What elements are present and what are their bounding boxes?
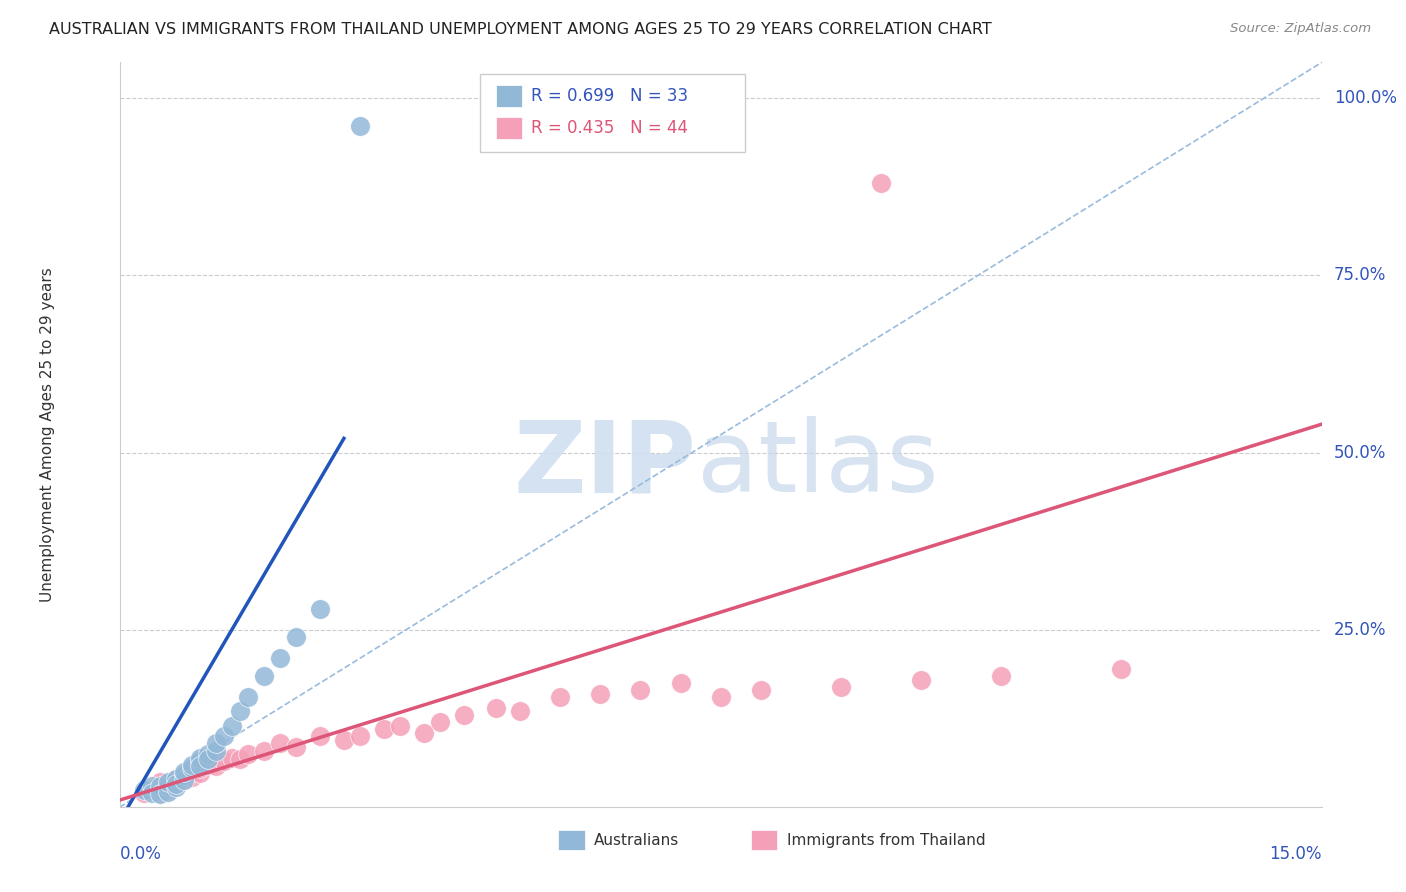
- Point: [156, 779, 179, 793]
- Point: [204, 736, 226, 750]
- Point: [180, 757, 202, 772]
- Point: [910, 673, 932, 687]
- Text: R = 0.435   N = 44: R = 0.435 N = 44: [530, 119, 688, 137]
- Point: [149, 779, 172, 793]
- Point: [309, 601, 332, 615]
- Point: [349, 729, 371, 743]
- Text: Source: ZipAtlas.com: Source: ZipAtlas.com: [1230, 22, 1371, 36]
- Point: [669, 676, 692, 690]
- Point: [236, 690, 259, 705]
- Point: [165, 777, 187, 791]
- Point: [709, 690, 731, 705]
- Point: [188, 759, 211, 773]
- Point: [550, 690, 572, 705]
- Point: [830, 680, 852, 694]
- Point: [485, 701, 508, 715]
- Point: [309, 729, 332, 743]
- Point: [149, 782, 172, 797]
- Point: [221, 719, 243, 733]
- Point: [589, 687, 612, 701]
- Point: [141, 779, 163, 793]
- Point: [990, 669, 1012, 683]
- Point: [509, 705, 531, 719]
- Point: [429, 715, 451, 730]
- Text: 0.0%: 0.0%: [120, 845, 162, 863]
- Point: [188, 761, 211, 775]
- Point: [373, 723, 395, 737]
- Point: [204, 759, 226, 773]
- FancyBboxPatch shape: [496, 117, 522, 139]
- Point: [180, 771, 202, 785]
- Point: [132, 786, 155, 800]
- Text: 15.0%: 15.0%: [1270, 845, 1322, 863]
- Point: [197, 747, 219, 761]
- Point: [165, 772, 187, 786]
- Point: [188, 766, 211, 780]
- Text: ZIP: ZIP: [513, 417, 696, 513]
- Point: [212, 729, 235, 743]
- Point: [165, 780, 187, 795]
- Point: [1111, 662, 1133, 676]
- Point: [180, 761, 202, 775]
- FancyBboxPatch shape: [751, 830, 778, 850]
- Point: [173, 768, 195, 782]
- Point: [156, 782, 179, 797]
- Text: R = 0.699   N = 33: R = 0.699 N = 33: [530, 87, 688, 105]
- Text: Australians: Australians: [595, 832, 679, 847]
- FancyBboxPatch shape: [496, 85, 522, 107]
- Point: [197, 752, 219, 766]
- Point: [253, 743, 276, 757]
- Point: [141, 782, 163, 797]
- Point: [284, 630, 307, 644]
- Text: Immigrants from Thailand: Immigrants from Thailand: [787, 832, 986, 847]
- Point: [212, 754, 235, 768]
- Point: [269, 651, 291, 665]
- Point: [180, 764, 202, 779]
- Point: [156, 775, 179, 789]
- Text: Unemployment Among Ages 25 to 29 years: Unemployment Among Ages 25 to 29 years: [39, 268, 55, 602]
- Point: [869, 176, 893, 190]
- Point: [236, 747, 259, 761]
- Point: [333, 732, 356, 747]
- Point: [149, 775, 172, 789]
- Point: [228, 705, 252, 719]
- Point: [749, 683, 772, 698]
- Text: 25.0%: 25.0%: [1334, 621, 1386, 639]
- Text: AUSTRALIAN VS IMMIGRANTS FROM THAILAND UNEMPLOYMENT AMONG AGES 25 TO 29 YEARS CO: AUSTRALIAN VS IMMIGRANTS FROM THAILAND U…: [49, 22, 993, 37]
- Point: [141, 786, 163, 800]
- FancyBboxPatch shape: [558, 830, 585, 850]
- Point: [173, 773, 195, 788]
- Point: [221, 750, 243, 764]
- Point: [204, 743, 226, 757]
- Point: [149, 788, 172, 802]
- Point: [132, 782, 155, 797]
- Point: [349, 120, 371, 134]
- Point: [165, 775, 187, 789]
- Text: 50.0%: 50.0%: [1334, 443, 1386, 461]
- Point: [388, 719, 412, 733]
- Point: [228, 752, 252, 766]
- Text: 100.0%: 100.0%: [1334, 89, 1396, 107]
- Text: atlas: atlas: [696, 417, 938, 513]
- Point: [156, 785, 179, 799]
- Point: [630, 683, 652, 698]
- Text: 75.0%: 75.0%: [1334, 266, 1386, 285]
- Point: [173, 768, 195, 782]
- Point: [173, 773, 195, 788]
- Point: [173, 764, 195, 779]
- Point: [269, 736, 291, 750]
- Point: [188, 750, 211, 764]
- Point: [284, 739, 307, 754]
- FancyBboxPatch shape: [479, 74, 745, 152]
- Point: [413, 726, 436, 740]
- Point: [197, 757, 219, 772]
- Point: [156, 779, 179, 793]
- Point: [165, 772, 187, 786]
- Point: [253, 669, 276, 683]
- Point: [453, 708, 475, 723]
- Point: [149, 786, 172, 800]
- Point: [188, 754, 211, 768]
